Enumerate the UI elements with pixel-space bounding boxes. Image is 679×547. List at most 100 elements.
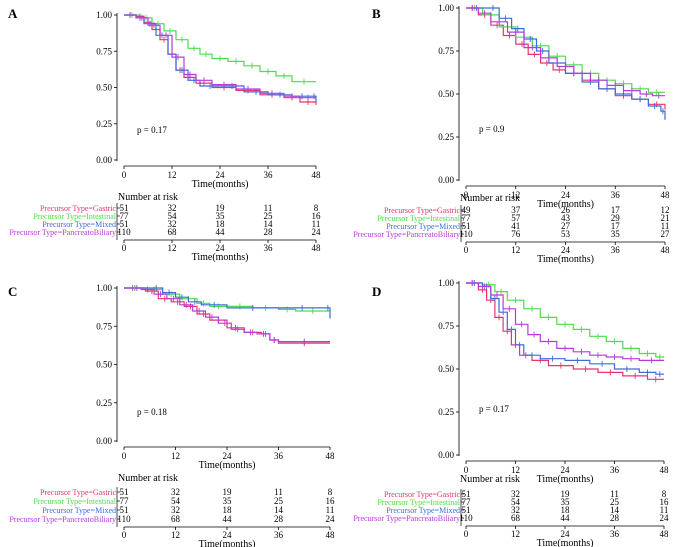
risk-count: 14 — [610, 505, 620, 515]
risk-count: 11 — [660, 505, 669, 515]
panel-b: B 0.00 0.25 0.50 0.75 1.00 0 12 24 36 48 Time(month… — [353, 3, 670, 265]
x-tick-label: 24 — [561, 465, 571, 475]
risk-count: 16 — [660, 497, 670, 507]
risk-count: 110 — [459, 229, 473, 239]
risk-count: 35 — [223, 496, 233, 506]
km-curve-mixed — [124, 287, 331, 319]
x-tick-label: 0 — [464, 465, 469, 475]
risk-count: 54 — [511, 497, 521, 507]
panel-letter: A — [8, 6, 18, 21]
km-curve-intestinal — [466, 7, 665, 93]
risk-count: 25 — [274, 496, 284, 506]
risk-row-label: Precursor Type=Gastric — [384, 206, 460, 215]
risk-count: 51 — [120, 487, 129, 497]
risk-count: 32 — [171, 505, 180, 515]
risk-x-tick-label: 0 — [122, 530, 127, 540]
risk-x-tick-label: 36 — [274, 530, 284, 540]
risk-count: 32 — [171, 487, 180, 497]
risk-count: 32 — [168, 203, 177, 213]
y-tick-label: 0.50 — [438, 89, 454, 99]
risk-row-label: Precursor Type=PancreatoBiliary — [9, 228, 116, 237]
risk-count: 77 — [120, 496, 130, 506]
risk-count: 19 — [223, 487, 233, 497]
risk-count: 54 — [168, 211, 178, 221]
p-value: p = 0.18 — [137, 407, 167, 417]
risk-count: 51 — [462, 505, 471, 515]
risk-count: 21 — [661, 213, 670, 223]
risk-count: 68 — [168, 227, 178, 237]
risk-row-label: Precursor Type=Intestinal — [377, 214, 460, 223]
risk-count: 53 — [561, 229, 571, 239]
risk-count: 57 — [511, 213, 521, 223]
y-tick-label: 0.50 — [438, 364, 454, 374]
risk-count: 16 — [326, 496, 336, 506]
risk-count: 49 — [462, 205, 472, 215]
risk-count: 51 — [120, 219, 129, 229]
risk-count: 27 — [561, 221, 571, 231]
risk-count: 24 — [312, 227, 322, 237]
x-axis-title: Time(months) — [537, 474, 594, 485]
x-tick-label: 12 — [511, 190, 520, 200]
risk-table-title: Number at risk — [460, 193, 520, 204]
y-tick-label: 0.25 — [438, 132, 454, 142]
y-tick-label: 0.75 — [438, 321, 454, 331]
risk-count: 11 — [264, 203, 273, 213]
km-curve-pancreatobiliary — [466, 7, 665, 97]
risk-row-label: Precursor Type=Intestinal — [33, 212, 116, 221]
risk-count: 11 — [326, 505, 335, 515]
x-tick-label: 48 — [661, 190, 671, 200]
risk-row-label: Precursor Type=Intestinal — [33, 497, 116, 506]
risk-x-tick-label: 12 — [511, 245, 520, 255]
risk-x-axis-title: Time(months) — [199, 539, 256, 547]
risk-count: 8 — [662, 489, 667, 499]
risk-row-label: Precursor Type=Gastric — [40, 488, 116, 497]
risk-count: 77 — [462, 497, 472, 507]
y-tick-label: 0.00 — [96, 436, 112, 446]
risk-count: 51 — [462, 489, 471, 499]
risk-count: 14 — [264, 219, 274, 229]
risk-count: 28 — [274, 514, 284, 524]
x-tick-label: 12 — [168, 170, 177, 180]
p-value: p = 0.9 — [479, 124, 505, 134]
x-axis-title: Time(months) — [199, 460, 256, 471]
risk-row-label: Precursor Type=PancreatoBiliary — [353, 230, 460, 239]
x-tick-label: 48 — [326, 451, 336, 461]
y-tick-label: 1.00 — [438, 278, 454, 288]
risk-count: 35 — [561, 497, 571, 507]
risk-row-label: Precursor Type=Mixed — [386, 506, 460, 515]
x-tick-label: 24 — [561, 190, 571, 200]
risk-count: 44 — [216, 227, 226, 237]
risk-x-axis-title: Time(months) — [537, 538, 594, 547]
risk-x-tick-label: 36 — [611, 245, 621, 255]
risk-count: 77 — [462, 213, 472, 223]
risk-count: 17 — [611, 205, 621, 215]
risk-x-tick-label: 24 — [561, 245, 571, 255]
risk-x-axis-title: Time(months) — [192, 252, 249, 263]
risk-x-tick-label: 24 — [223, 530, 233, 540]
risk-count: 44 — [223, 514, 233, 524]
risk-count: 25 — [264, 211, 274, 221]
risk-x-tick-label: 12 — [511, 529, 520, 539]
x-axis-title: Time(months) — [537, 199, 594, 210]
risk-row-label: Precursor Type=PancreatoBiliary — [353, 514, 460, 523]
risk-x-tick-label: 48 — [312, 243, 322, 253]
risk-count: 35 — [216, 211, 226, 221]
risk-count: 11 — [274, 487, 283, 497]
risk-count: 51 — [120, 505, 129, 515]
y-tick-label: 1.00 — [96, 10, 112, 20]
panel-letter: D — [372, 284, 381, 299]
risk-count: 51 — [462, 221, 471, 231]
risk-row-label: Precursor Type=Intestinal — [377, 498, 460, 507]
x-tick-label: 36 — [264, 170, 274, 180]
risk-row-label: Precursor Type=Gastric — [40, 204, 116, 213]
km-curve-gastric — [124, 287, 330, 344]
risk-row-label: Precursor Type=Mixed — [42, 220, 116, 229]
risk-count: 54 — [171, 496, 181, 506]
risk-count: 28 — [610, 513, 620, 523]
y-tick-label: 0.50 — [96, 360, 112, 370]
